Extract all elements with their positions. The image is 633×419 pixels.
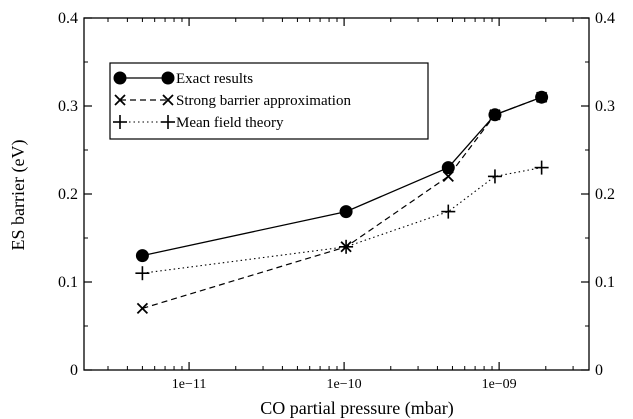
legend-label: Mean field theory [176, 115, 284, 131]
data-point [441, 204, 456, 219]
legend-label: Strong barrier approximation [176, 93, 351, 109]
y-tick-label-left: 0.3 [58, 98, 78, 115]
series-layer [135, 90, 549, 315]
series-exact-results [135, 90, 549, 263]
data-point [488, 108, 502, 122]
x-marker-stroke [136, 302, 149, 315]
x-axis-title: CO partial pressure (mbar) [260, 398, 453, 419]
data-point [487, 169, 502, 184]
legend-marker [161, 115, 175, 129]
data-point [535, 90, 549, 104]
data-point [534, 160, 549, 175]
x-tick-label: 1e−09 [482, 377, 517, 392]
x-marker-stroke [114, 94, 126, 106]
legend-marker [114, 94, 126, 106]
series-mean-field-theory [135, 160, 549, 281]
data-point [135, 266, 150, 281]
y-tick-label-left: 0.4 [58, 10, 78, 27]
legend-marker [162, 94, 174, 106]
legend-marker [161, 71, 175, 85]
data-point [340, 241, 352, 253]
y-tick-label-left: 0.1 [58, 274, 78, 291]
legend-entry: Mean field theory [113, 115, 284, 131]
x-marker-stroke [162, 94, 174, 106]
data-point [441, 161, 455, 175]
y-tick-label-left: 0 [70, 362, 78, 379]
series-line [142, 167, 542, 274]
axis-ticks [84, 17, 589, 371]
data-point [136, 302, 149, 315]
data-point [135, 249, 149, 263]
y-tick-label-right: 0.2 [595, 186, 615, 203]
x-tick-label: 1e−10 [327, 377, 362, 392]
legend-entry: Exact results [113, 71, 253, 87]
y-tick-label-right: 0.1 [595, 274, 615, 291]
legend-marker [113, 115, 127, 129]
legend-marker [113, 71, 127, 85]
legend-entry: Strong barrier approximation [114, 93, 351, 109]
y-tick-label-right: 0 [595, 362, 603, 379]
legend: Exact results Strong barrier approximatio… [109, 62, 429, 140]
legend-label: Exact results [176, 71, 253, 87]
data-point [339, 205, 353, 219]
y-tick-label-right: 0.4 [595, 10, 615, 27]
axis-tick-labels: 0 0 0.1 0.1 0.2 0.2 0.3 0.3 0.4 0.4 1e−11 1e−10 1e−0… [58, 10, 615, 392]
x-tick-label: 1e−11 [172, 377, 207, 392]
x-marker-stroke [340, 241, 352, 253]
y-axis-title: ES barrier (eV) [8, 140, 29, 251]
y-tick-label-right: 0.3 [595, 98, 615, 115]
y-tick-label-left: 0.2 [58, 186, 78, 203]
